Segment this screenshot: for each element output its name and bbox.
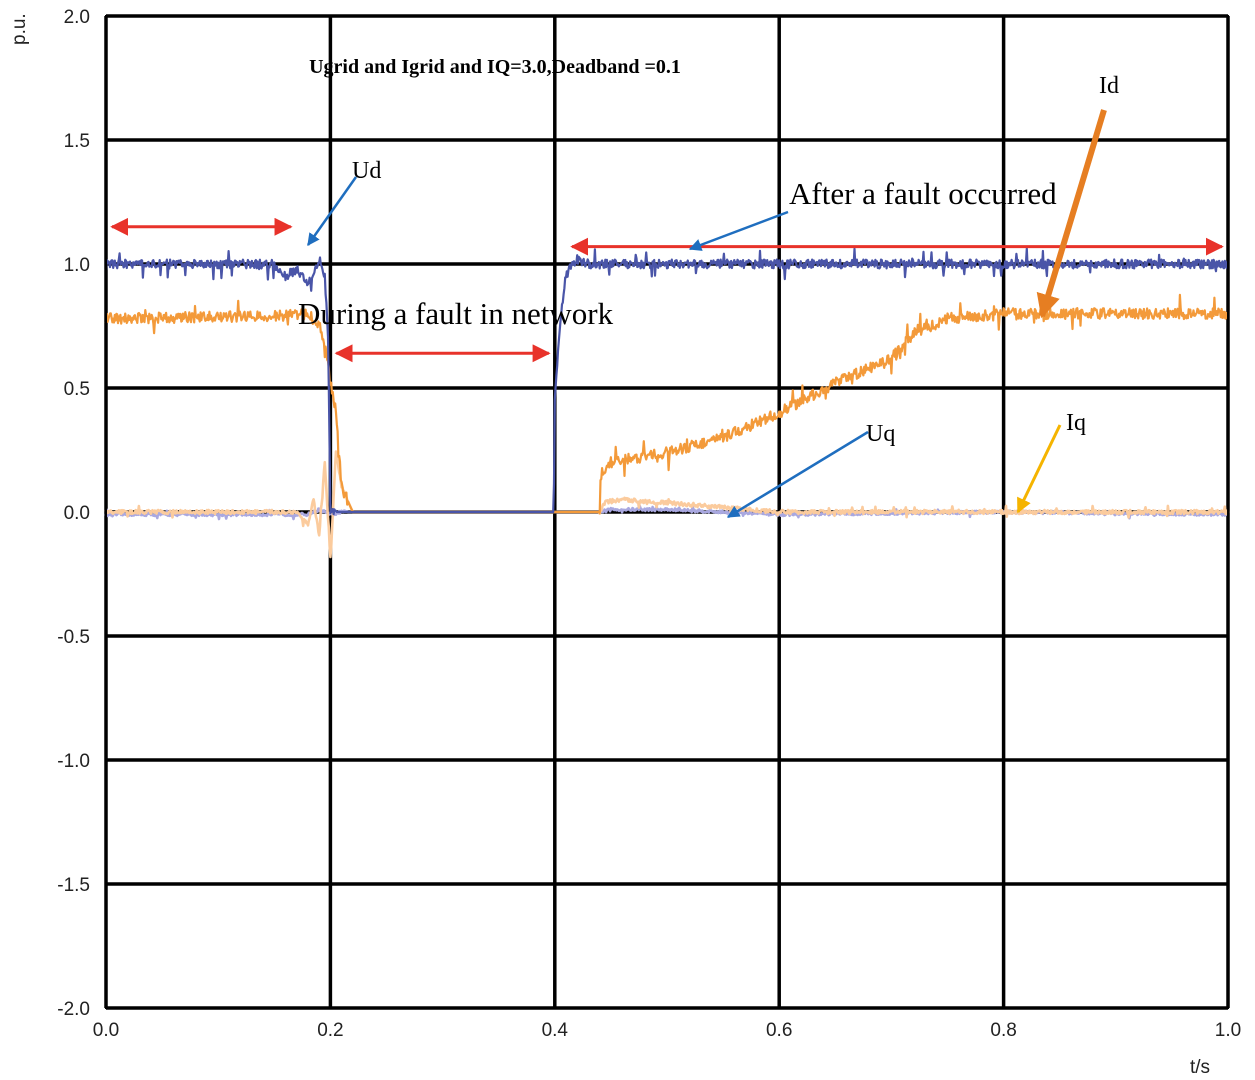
uq-arrow (726, 430, 869, 519)
series-line-ud (104, 247, 1229, 516)
chart-title: Ugrid and Igrid and IQ=3.0,Deadband =0.1 (309, 56, 681, 78)
series-layer (104, 247, 1230, 559)
x-tick-label: 0.8 (990, 1020, 1016, 1041)
y-axis-label: p.u. (9, 13, 30, 45)
annotation-iq: Iq (1066, 410, 1086, 436)
y-tick-label: -0.5 (57, 627, 90, 648)
x-tick-label: 0.2 (317, 1020, 343, 1041)
series-line-iq (104, 450, 1230, 559)
after-fault-arrow (688, 210, 789, 251)
series-line-id (104, 293, 1230, 515)
x-tick-label: 0.4 (542, 1020, 569, 1041)
iq-arrow (1016, 424, 1062, 514)
y-tick-label: -2.0 (57, 999, 90, 1020)
y-tick-label: 1.0 (64, 255, 90, 276)
y-tick-label: -1.0 (57, 751, 90, 772)
tick-labels: 0.0 0.2 0.4 0.6 0.8 1.0 2.0 1.5 1.0 0.5 0.0 -0.5 -1.… (57, 7, 1241, 1041)
x-tick-label: 0.6 (766, 1020, 792, 1041)
y-tick-label: 0.5 (64, 379, 90, 400)
annotation-ud: Ud (352, 158, 381, 184)
annotation-after-fault: After a fault occurred (789, 176, 1057, 211)
id-arrow (1036, 109, 1107, 319)
annotation-uq: Uq (866, 421, 895, 447)
y-tick-label: 0.0 (64, 503, 90, 524)
y-tick-label: -1.5 (57, 875, 90, 896)
annotation-during-fault: During a fault in network (298, 296, 614, 331)
ud-arrow (306, 176, 358, 247)
y-tick-label: 1.5 (64, 131, 90, 152)
x-tick-label: 0.0 (93, 1020, 119, 1041)
annotation-id: Id (1099, 73, 1119, 99)
x-tick-label: 1.0 (1215, 1020, 1241, 1041)
annotation-arrows (306, 109, 1107, 519)
x-axis-label: t/s (1190, 1057, 1210, 1078)
fault-span-arrows (110, 217, 1224, 363)
plot-frame (105, 15, 1229, 1009)
y-tick-label: 2.0 (64, 7, 90, 28)
